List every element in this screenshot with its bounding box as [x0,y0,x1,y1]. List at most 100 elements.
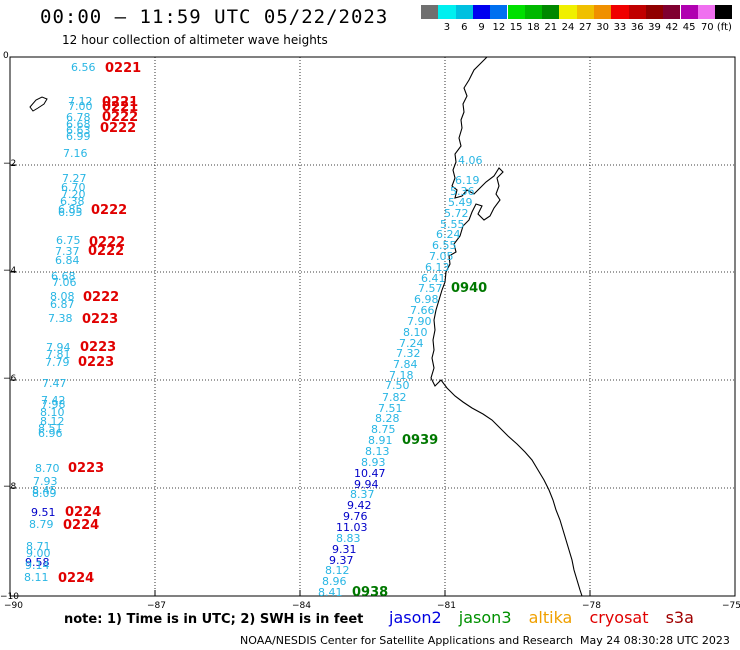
wave-height-label: 6.85 [58,203,83,216]
wave-height-label: 8.70 [35,462,60,475]
wave-height-label: 7.00 [68,100,93,113]
satellite-legend: jason2 jason3 altika cryosat s3a [389,608,706,627]
legend-swatch [490,5,508,19]
wave-height-label: 9.58 [25,556,50,569]
y-axis-label: −2 [3,159,17,169]
wave-height-label: 7.94 [46,341,71,354]
legend-swatch [594,5,612,19]
y-axis-label: −10 [0,592,19,602]
wave-height-label: 7.16 [63,147,88,160]
legend-swatch [542,5,560,19]
wave-height-label: 6.38 [60,195,85,208]
legend-label: 30 [596,22,610,33]
wave-height-label: 7.38 [48,312,73,325]
wave-height-label: 9.37 [329,554,354,567]
time-label: 0222 [88,244,125,259]
time-label: 0223 [78,355,115,370]
wave-height-label: 7.24 [399,337,424,350]
wave-height-label: 8.08 [50,290,75,303]
x-axis-label: −75 [722,601,740,611]
wave-height-label: 7.93 [33,475,58,488]
wave-height-label: 6.55 [432,239,457,252]
wave-height-label: 10.47 [354,467,386,480]
wave-height-label: 6.70 [61,181,86,194]
time-label: 0222 [91,203,128,218]
wave-height-label: 7.42 [41,394,66,407]
wave-height-label: 8.09 [32,487,57,500]
wave-height-label: 8.51 [38,422,63,435]
note-text: note: 1) Time is in UTC; 2) SWH is in fe… [64,612,364,627]
wave-height-label: 7.50 [385,379,410,392]
legend-label: 45 [682,22,696,33]
page-subtitle: 12 hour collection of altimeter wave hei… [62,33,328,47]
wave-height-label: 7.51 [378,402,403,415]
satellite-jason3: jason3 [458,608,512,627]
wave-height-label: 6.96 [38,427,63,440]
wave-height-label: 7.05 [429,250,454,263]
y-axis-label: −4 [3,266,17,276]
credit-text: NOAA/NESDIS Center for Satellite Applica… [240,634,574,647]
time-label: 0222 [100,121,137,136]
generated-timestamp: May 24 08:30:28 UTC 2023 [580,634,730,647]
legend-label: 42 [665,22,679,33]
legend-swatch [421,5,439,19]
legend-swatch [628,5,646,19]
wave-height-label: 8.41 [318,586,343,599]
wave-height-label: 8.75 [371,423,396,436]
wave-height-label: 9.51 [31,506,56,519]
wave-height-label: 6.84 [55,254,80,267]
wave-height-label: 4.06 [458,154,483,167]
wave-height-label: 7.12 [68,95,93,108]
legend-swatch [576,5,594,19]
wave-height-label: 8.71 [26,540,51,553]
wave-height-label: 6.56 [71,61,96,74]
y-axis-label: 0 [3,51,9,61]
wave-height-label: 6.87 [50,298,75,311]
legend-swatch [472,5,491,19]
legend-swatch [611,5,629,19]
wave-height-label: 7.98 [41,398,66,411]
wave-height-label: 5.49 [448,196,473,209]
legend-label: 39 [648,22,661,33]
wave-height-label: 9.31 [332,543,357,556]
legend-label: 36 [630,22,644,33]
wave-height-label: 8.11 [24,571,49,584]
wave-height-label: 7.57 [418,282,443,295]
axis-ticks [10,56,736,597]
time-label: 0223 [82,312,119,327]
wave-height-label: 9.76 [343,510,368,523]
legend-label: 70 (ft) [700,22,732,33]
wave-height-label: 7.66 [410,304,435,317]
legend-label: 15 [509,22,523,33]
legend-swatch [438,5,456,19]
legend-swatch [697,5,716,19]
wave-height-label: 8.37 [350,488,375,501]
legend-swatch [645,5,664,19]
wave-height-label: 7.84 [393,358,418,371]
wave-height-label: 8.12 [40,415,65,428]
satellite-altika: altika [528,608,573,627]
wave-height-label: 6.75 [56,234,81,247]
legend-swatch [680,5,698,19]
wave-height-label: 8.12 [325,564,350,577]
wave-height-label: 8.96 [322,575,347,588]
wave-height-label: 6.78 [66,111,91,124]
coastline [430,56,583,597]
wave-height-label: 6.24 [436,228,461,241]
legend-swatch [507,5,525,19]
wave-height-label: 6.63 [66,124,91,137]
wave-height-label: 5.72 [444,207,469,220]
time-label: 0938 [352,585,389,600]
wave-height-label: 6.99 [66,130,91,143]
wave-height-label: 7.37 [55,245,80,258]
wave-height-label: 8.10 [403,326,428,339]
wave-height-label: 8.91 [368,434,393,447]
wave-height-label: 8.28 [375,412,400,425]
x-axis-label: −87 [147,601,166,611]
wave-height-label: 7.18 [389,369,414,382]
wave-height-label: 9.42 [347,499,372,512]
y-axis-label: −6 [3,374,17,384]
wave-height-label: 6.95 [58,206,83,219]
wave-height-label: 6.98 [414,293,439,306]
time-label: 0221 [105,61,142,76]
